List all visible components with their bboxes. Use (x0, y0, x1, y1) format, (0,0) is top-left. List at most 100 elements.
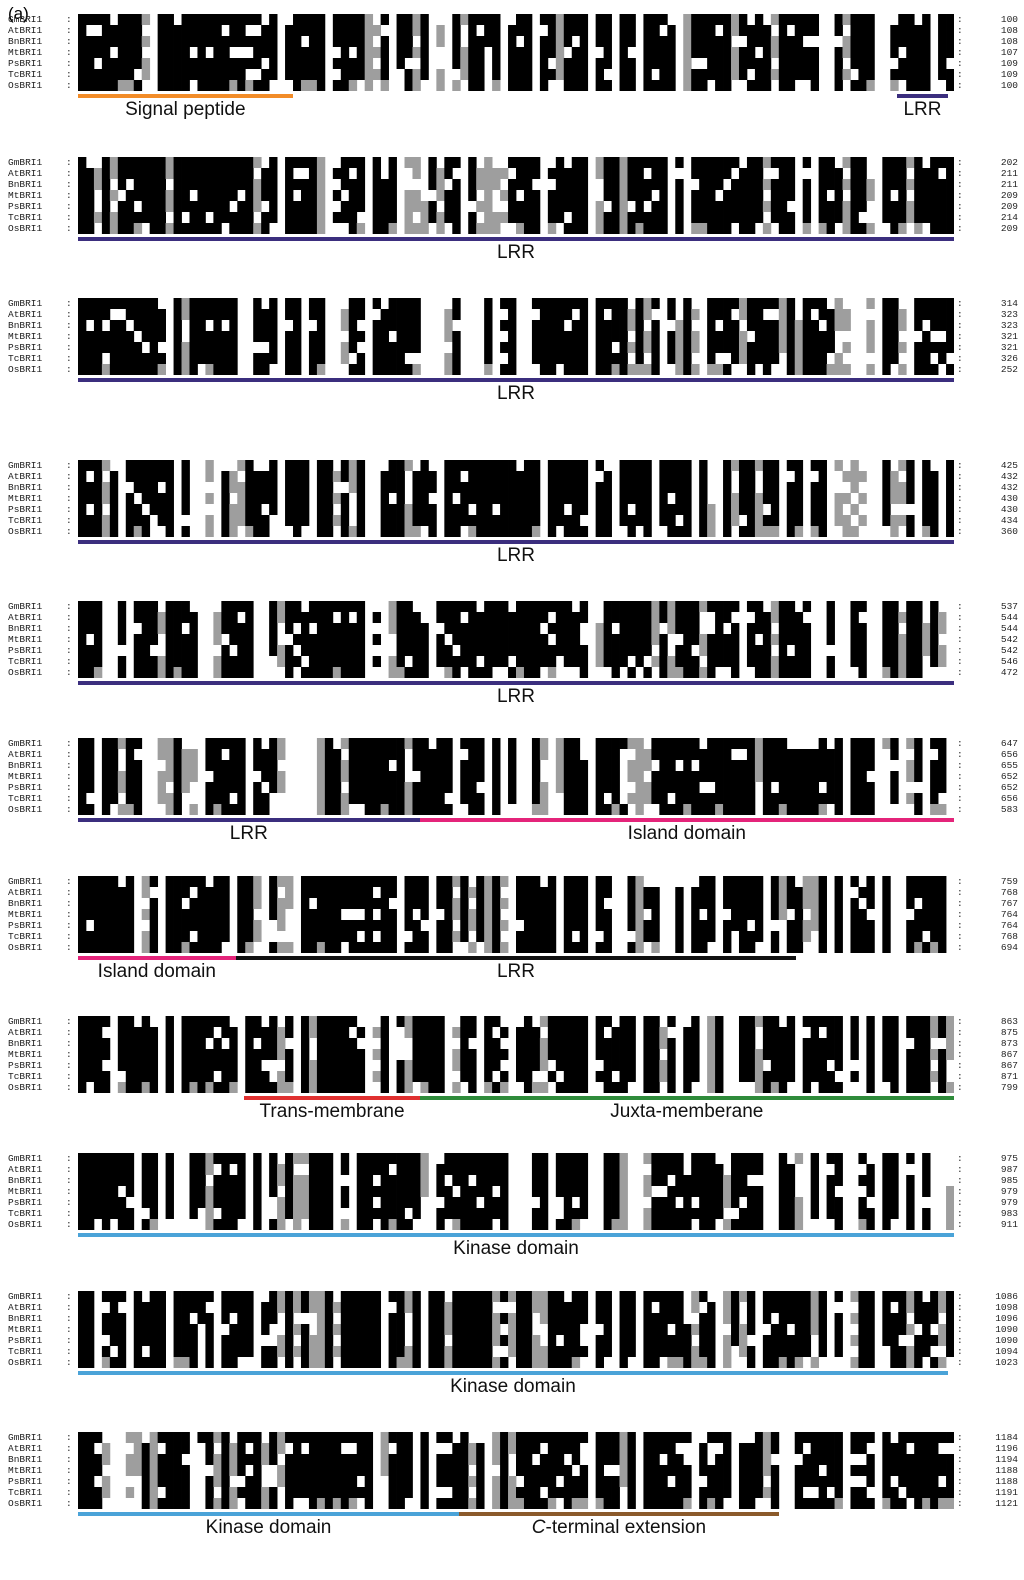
residue-end-number: 987 (1000, 1164, 1018, 1175)
separator: : (66, 749, 72, 760)
separator: : (957, 601, 963, 612)
residue-letters (78, 1498, 954, 1509)
separator: : (66, 1082, 72, 1093)
sequence-name: MtBRI1 (8, 771, 43, 782)
separator: : (957, 887, 963, 898)
separator: : (66, 526, 72, 537)
sequence-track (78, 749, 954, 760)
sequence-track (78, 1082, 954, 1093)
residue-end-number: 1188 (995, 1476, 1018, 1487)
residue-letters (78, 1071, 954, 1082)
sequence-track (78, 1038, 954, 1049)
residue-end-number: 209 (1000, 201, 1018, 212)
separator: : (66, 1476, 72, 1487)
sequence-name: PsBRI1 (8, 1476, 43, 1487)
residue-letters (78, 749, 954, 760)
sequence-name: BnBRI1 (8, 482, 43, 493)
residue-letters (78, 1208, 954, 1219)
sequence-name: MtBRI1 (8, 1049, 43, 1060)
residue-end-number: 652 (1000, 782, 1018, 793)
separator: : (66, 309, 72, 320)
residue-letters (78, 738, 954, 749)
alignment-row: TcBRI1:: 109 (0, 69, 1024, 80)
alignment-row: MtBRI1:: 867 (0, 1049, 1024, 1060)
residue-letters (78, 909, 954, 920)
sequence-track (78, 1346, 954, 1357)
sequence-track (78, 1164, 954, 1175)
separator: : (957, 460, 963, 471)
sequence-track (78, 656, 954, 667)
residue-end-number: 211 (1000, 168, 1018, 179)
residue-end-number: 871 (1000, 1071, 1018, 1082)
residue-end-number: 694 (1000, 942, 1018, 953)
sequence-name: TcBRI1 (8, 1208, 43, 1219)
residue-end-number: 1023 (995, 1357, 1018, 1368)
residue-letters (78, 331, 954, 342)
alignment-row: TcBRI1:: 871 (0, 1071, 1024, 1082)
alignment-row: TcBRI1:: 326 (0, 353, 1024, 364)
separator: : (66, 515, 72, 526)
domain-bar (235, 956, 797, 960)
sequence-name: OsBRI1 (8, 526, 43, 537)
alignment-row: PsBRI1:: 1188 (0, 1476, 1024, 1487)
separator: : (66, 14, 72, 25)
separator: : (957, 749, 963, 760)
separator: : (957, 1476, 963, 1487)
alignment-row: GmBRI1:: 647 (0, 738, 1024, 749)
alignment-row: BnBRI1:: 873 (0, 1038, 1024, 1049)
sequence-track (78, 1302, 954, 1313)
residue-letters (78, 1164, 954, 1175)
residue-letters (78, 782, 954, 793)
separator: : (66, 1357, 72, 1368)
alignment-row: OsBRI1:: 1121 (0, 1498, 1024, 1509)
alignment-row: BnBRI1:: 323 (0, 320, 1024, 331)
alignment-row: TcBRI1:: 983 (0, 1208, 1024, 1219)
separator: : (66, 656, 72, 667)
residue-end-number: 983 (1000, 1208, 1018, 1219)
residue-end-number: 430 (1000, 504, 1018, 515)
separator: : (957, 493, 963, 504)
sequence-name: MtBRI1 (8, 331, 43, 342)
separator: : (66, 909, 72, 920)
alignment-row: TcBRI1:: 768 (0, 931, 1024, 942)
sequence-name: BnBRI1 (8, 1038, 43, 1049)
sequence-track (78, 1432, 954, 1443)
alignment-row: GmBRI1:: 425 (0, 460, 1024, 471)
sequence-track (78, 80, 954, 91)
sequence-track (78, 69, 954, 80)
residue-end-number: 652 (1000, 771, 1018, 782)
residue-end-number: 323 (1000, 320, 1018, 331)
separator: : (66, 223, 72, 234)
separator: : (957, 157, 963, 168)
separator: : (66, 876, 72, 887)
sequence-name: AtBRI1 (8, 309, 43, 320)
separator: : (66, 1454, 72, 1465)
separator: : (957, 342, 963, 353)
residue-end-number: 1196 (995, 1443, 1018, 1454)
sequence-name: GmBRI1 (8, 298, 43, 309)
separator: : (66, 1038, 72, 1049)
separator: : (66, 69, 72, 80)
sequence-name: TcBRI1 (8, 69, 43, 80)
residue-end-number: 425 (1000, 460, 1018, 471)
separator: : (957, 80, 963, 91)
sequence-name: PsBRI1 (8, 342, 43, 353)
separator: : (957, 1197, 963, 1208)
domain-bar (78, 1233, 954, 1237)
sequence-track (78, 1335, 954, 1346)
alignment-row: GmBRI1:: 975 (0, 1153, 1024, 1164)
separator: : (957, 738, 963, 749)
sequence-name: BnBRI1 (8, 320, 43, 331)
sequence-track (78, 1219, 954, 1230)
sequence-name: TcBRI1 (8, 353, 43, 364)
separator: : (957, 1487, 963, 1498)
domain-bar (78, 956, 236, 960)
separator: : (957, 623, 963, 634)
separator: : (957, 58, 963, 69)
sequence-name: PsBRI1 (8, 1335, 43, 1346)
sequence-track (78, 201, 954, 212)
sequence-name: AtBRI1 (8, 25, 43, 36)
alignment-row: AtBRI1:: 323 (0, 309, 1024, 320)
residue-letters (78, 667, 954, 678)
domain-label: Kinase domain (450, 1376, 576, 1397)
